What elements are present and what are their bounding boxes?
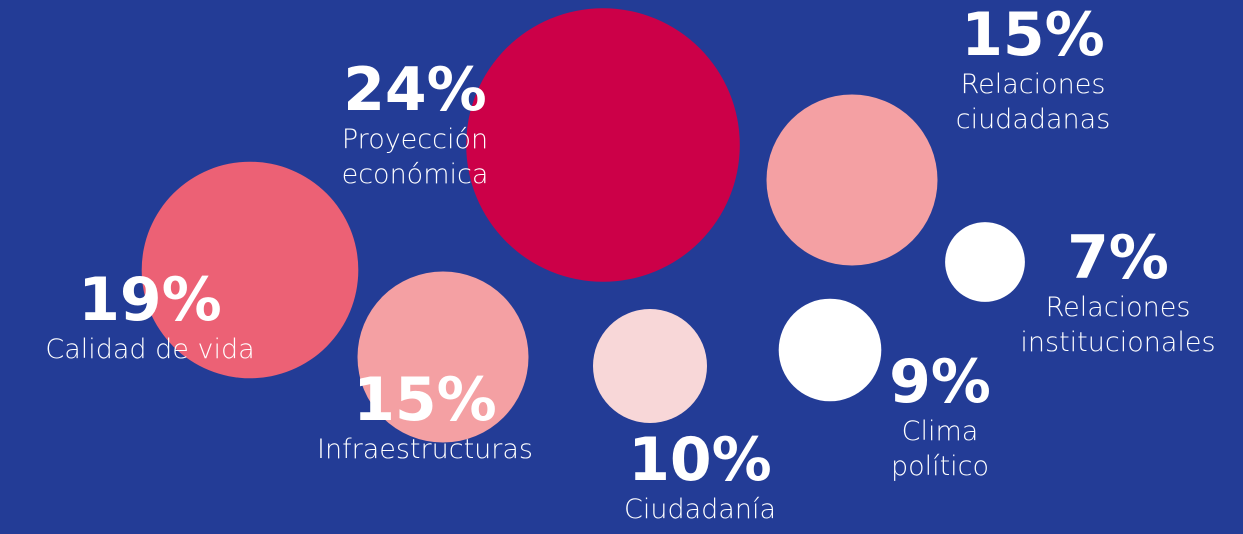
bubble-label: 15% Infraestructuras [285,368,565,467]
category-label: Infraestructuras [317,434,533,465]
category-label: Ciudadanía [624,494,776,525]
bubble-label: 15% Relaciones ciudadanas [933,3,1133,137]
bubble [766,94,938,266]
value-label: 10% [628,425,772,495]
category-label: Calidad de vida [45,334,255,365]
value-label: 19% [78,265,222,335]
value-label: 15% [353,365,497,435]
value-label: 15% [961,0,1105,70]
category-label: Relaciones ciudadanas [955,69,1111,135]
category-label: Relaciones institucionales [1020,292,1216,358]
bubble [357,271,529,443]
category-label: Proyección económica [341,124,489,190]
value-label: 24% [343,55,487,125]
category-label: Clima político [890,416,990,482]
value-label: 9% [889,347,991,417]
bubble-label: 10% Ciudadanía [600,428,800,527]
value-label: 7% [1067,223,1169,293]
bubble [466,8,740,282]
bubble-label: 9% Clima político [870,350,1010,484]
bubble-label: 24% Proyección económica [285,58,545,192]
bubble [593,309,707,423]
bubble [778,298,882,402]
bubble [945,222,1025,302]
bubble-label: 19% Calidad de vida [0,268,300,367]
bubble [141,161,359,379]
bubble-label: 7% Relaciones institucionales [998,226,1238,360]
